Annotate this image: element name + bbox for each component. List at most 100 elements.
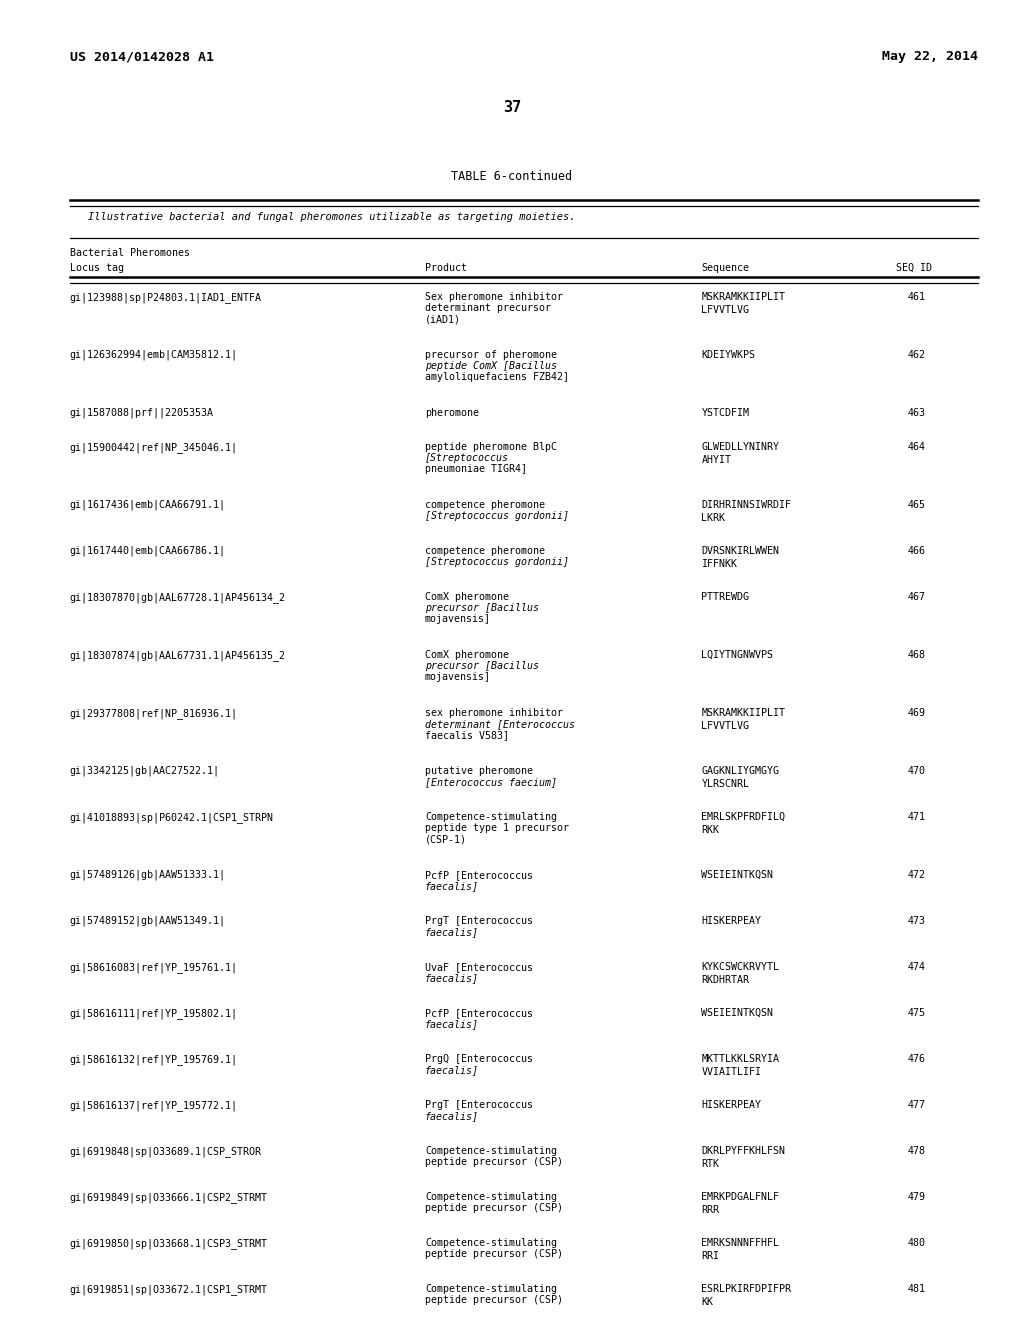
Text: GAGKNLIYGMGYG
YLRSCNRL: GAGKNLIYGMGYG YLRSCNRL — [701, 766, 779, 789]
Text: 464: 464 — [908, 442, 926, 451]
Text: GLWEDLLYNINRY
AHYIT: GLWEDLLYNINRY AHYIT — [701, 442, 779, 465]
Text: gi|57489126|gb|AAW51333.1|: gi|57489126|gb|AAW51333.1| — [70, 870, 225, 880]
Text: KYKCSWCKRVYTL
RKDHRTAR: KYKCSWCKRVYTL RKDHRTAR — [701, 962, 779, 985]
Text: gi|29377808|ref|NP_816936.1|: gi|29377808|ref|NP_816936.1| — [70, 708, 238, 719]
Text: 468: 468 — [908, 649, 926, 660]
Text: 481: 481 — [908, 1284, 926, 1294]
Text: (CSP-1): (CSP-1) — [425, 834, 467, 845]
Text: 475: 475 — [908, 1008, 926, 1018]
Text: [Enterococcus faecium]: [Enterococcus faecium] — [425, 777, 557, 787]
Text: peptide precursor (CSP): peptide precursor (CSP) — [425, 1158, 563, 1167]
Text: UvaF [Enterococcus: UvaF [Enterococcus — [425, 962, 532, 972]
Text: gi|58616083|ref|YP_195761.1|: gi|58616083|ref|YP_195761.1| — [70, 962, 238, 973]
Text: 465: 465 — [908, 500, 926, 510]
Text: US 2014/0142028 A1: US 2014/0142028 A1 — [70, 50, 214, 63]
Text: gi|3342125|gb|AAC27522.1|: gi|3342125|gb|AAC27522.1| — [70, 766, 219, 776]
Text: ComX pheromone: ComX pheromone — [425, 591, 509, 602]
Text: Competence-stimulating: Competence-stimulating — [425, 1238, 557, 1247]
Text: SEQ ID: SEQ ID — [896, 263, 932, 273]
Text: faecalis V583]: faecalis V583] — [425, 730, 509, 741]
Text: gi|58616111|ref|YP_195802.1|: gi|58616111|ref|YP_195802.1| — [70, 1008, 238, 1019]
Text: (iAD1): (iAD1) — [425, 314, 461, 325]
Text: PrgT [Enterococcus: PrgT [Enterococcus — [425, 916, 532, 927]
Text: faecalis]: faecalis] — [425, 1111, 479, 1121]
Text: Illustrative bacterial and fungal pheromones utilizable as targeting moieties.: Illustrative bacterial and fungal pherom… — [88, 213, 575, 222]
Text: Sequence: Sequence — [701, 263, 750, 273]
Text: Bacterial Pheromones: Bacterial Pheromones — [70, 248, 189, 257]
Text: gi|126362994|emb|CAM35812.1|: gi|126362994|emb|CAM35812.1| — [70, 350, 238, 360]
Text: pheromone: pheromone — [425, 408, 479, 418]
Text: [Streptococcus: [Streptococcus — [425, 453, 509, 463]
Text: gi|15900442|ref|NP_345046.1|: gi|15900442|ref|NP_345046.1| — [70, 442, 238, 453]
Text: WSEIEINTKQSN: WSEIEINTKQSN — [701, 1008, 773, 1018]
Text: mojavensis]: mojavensis] — [425, 614, 490, 624]
Text: faecalis]: faecalis] — [425, 973, 479, 983]
Text: PcfP [Enterococcus: PcfP [Enterococcus — [425, 1008, 532, 1018]
Text: 37: 37 — [503, 100, 521, 115]
Text: 462: 462 — [908, 350, 926, 360]
Text: gi|18307874|gb|AAL67731.1|AP456135_2: gi|18307874|gb|AAL67731.1|AP456135_2 — [70, 649, 286, 661]
Text: faecalis]: faecalis] — [425, 882, 479, 891]
Text: precursor [Bacillus: precursor [Bacillus — [425, 603, 539, 614]
Text: HISKERPEAY: HISKERPEAY — [701, 916, 762, 927]
Text: competence pheromone: competence pheromone — [425, 546, 545, 556]
Text: gi|6919849|sp|O33666.1|CSP2_STRMT: gi|6919849|sp|O33666.1|CSP2_STRMT — [70, 1192, 267, 1203]
Text: gi|6919850|sp|O33668.1|CSP3_STRMT: gi|6919850|sp|O33668.1|CSP3_STRMT — [70, 1238, 267, 1249]
Text: precursor of pheromone: precursor of pheromone — [425, 350, 557, 360]
Text: 469: 469 — [908, 708, 926, 718]
Text: sex pheromone inhibitor: sex pheromone inhibitor — [425, 708, 563, 718]
Text: peptide precursor (CSP): peptide precursor (CSP) — [425, 1249, 563, 1259]
Text: 477: 477 — [908, 1100, 926, 1110]
Text: 474: 474 — [908, 962, 926, 972]
Text: 463: 463 — [908, 408, 926, 418]
Text: ESRLPKIRFDPIFPR
KK: ESRLPKIRFDPIFPR KK — [701, 1284, 792, 1307]
Text: PTTREWDG: PTTREWDG — [701, 591, 750, 602]
Text: PrgT [Enterococcus: PrgT [Enterococcus — [425, 1100, 532, 1110]
Text: Sex pheromone inhibitor: Sex pheromone inhibitor — [425, 292, 563, 302]
Text: 472: 472 — [908, 870, 926, 880]
Text: EMRKSNNNFFHFL
RRI: EMRKSNNNFFHFL RRI — [701, 1238, 779, 1261]
Text: May 22, 2014: May 22, 2014 — [882, 50, 978, 63]
Text: precursor [Bacillus: precursor [Bacillus — [425, 661, 539, 671]
Text: pneumoniae TIGR4]: pneumoniae TIGR4] — [425, 465, 527, 474]
Text: 461: 461 — [908, 292, 926, 302]
Text: gi|58616137|ref|YP_195772.1|: gi|58616137|ref|YP_195772.1| — [70, 1100, 238, 1111]
Text: HISKERPEAY: HISKERPEAY — [701, 1100, 762, 1110]
Text: peptide ComX [Bacillus: peptide ComX [Bacillus — [425, 362, 557, 371]
Text: determinant [Enterococcus: determinant [Enterococcus — [425, 719, 574, 729]
Text: gi|6919851|sp|O33672.1|CSP1_STRMT: gi|6919851|sp|O33672.1|CSP1_STRMT — [70, 1284, 267, 1295]
Text: TABLE 6-continued: TABLE 6-continued — [452, 170, 572, 183]
Text: 480: 480 — [908, 1238, 926, 1247]
Text: gi|1617436|emb|CAA66791.1|: gi|1617436|emb|CAA66791.1| — [70, 500, 225, 511]
Text: 467: 467 — [908, 591, 926, 602]
Text: peptide precursor (CSP): peptide precursor (CSP) — [425, 1203, 563, 1213]
Text: gi|41018893|sp|P60242.1|CSP1_STRPN: gi|41018893|sp|P60242.1|CSP1_STRPN — [70, 812, 273, 822]
Text: 471: 471 — [908, 812, 926, 822]
Text: DIRHRINNSIWRDIF
LKRK: DIRHRINNSIWRDIF LKRK — [701, 500, 792, 523]
Text: Locus tag: Locus tag — [70, 263, 124, 273]
Text: peptide type 1 precursor: peptide type 1 precursor — [425, 824, 569, 833]
Text: MSKRAMKKIIPLIT
LFVVTLVG: MSKRAMKKIIPLIT LFVVTLVG — [701, 708, 785, 731]
Text: EMRLSKPFRDFILQ
RKK: EMRLSKPFRDFILQ RKK — [701, 812, 785, 834]
Text: Competence-stimulating: Competence-stimulating — [425, 812, 557, 822]
Text: faecalis]: faecalis] — [425, 927, 479, 937]
Text: EMRKPDGALFNLF
RRR: EMRKPDGALFNLF RRR — [701, 1192, 779, 1214]
Text: peptide pheromone BlpC: peptide pheromone BlpC — [425, 442, 557, 451]
Text: MKTTLKKLSRYIA
VVIAITLIFI: MKTTLKKLSRYIA VVIAITLIFI — [701, 1053, 779, 1077]
Text: LQIYTNGNWVPS: LQIYTNGNWVPS — [701, 649, 773, 660]
Text: Competence-stimulating: Competence-stimulating — [425, 1146, 557, 1156]
Text: gi|58616132|ref|YP_195769.1|: gi|58616132|ref|YP_195769.1| — [70, 1053, 238, 1065]
Text: determinant precursor: determinant precursor — [425, 304, 551, 313]
Text: gi|1587088|prf||2205353A: gi|1587088|prf||2205353A — [70, 408, 214, 418]
Text: DVRSNKIRLWWEN
IFFNKK: DVRSNKIRLWWEN IFFNKK — [701, 546, 779, 569]
Text: ComX pheromone: ComX pheromone — [425, 649, 509, 660]
Text: 476: 476 — [908, 1053, 926, 1064]
Text: 466: 466 — [908, 546, 926, 556]
Text: PcfP [Enterococcus: PcfP [Enterococcus — [425, 870, 532, 880]
Text: faecalis]: faecalis] — [425, 1065, 479, 1076]
Text: gi|1617440|emb|CAA66786.1|: gi|1617440|emb|CAA66786.1| — [70, 546, 225, 557]
Text: competence pheromone: competence pheromone — [425, 500, 545, 510]
Text: [Streptococcus gordonii]: [Streptococcus gordonii] — [425, 557, 569, 568]
Text: 470: 470 — [908, 766, 926, 776]
Text: putative pheromone: putative pheromone — [425, 766, 532, 776]
